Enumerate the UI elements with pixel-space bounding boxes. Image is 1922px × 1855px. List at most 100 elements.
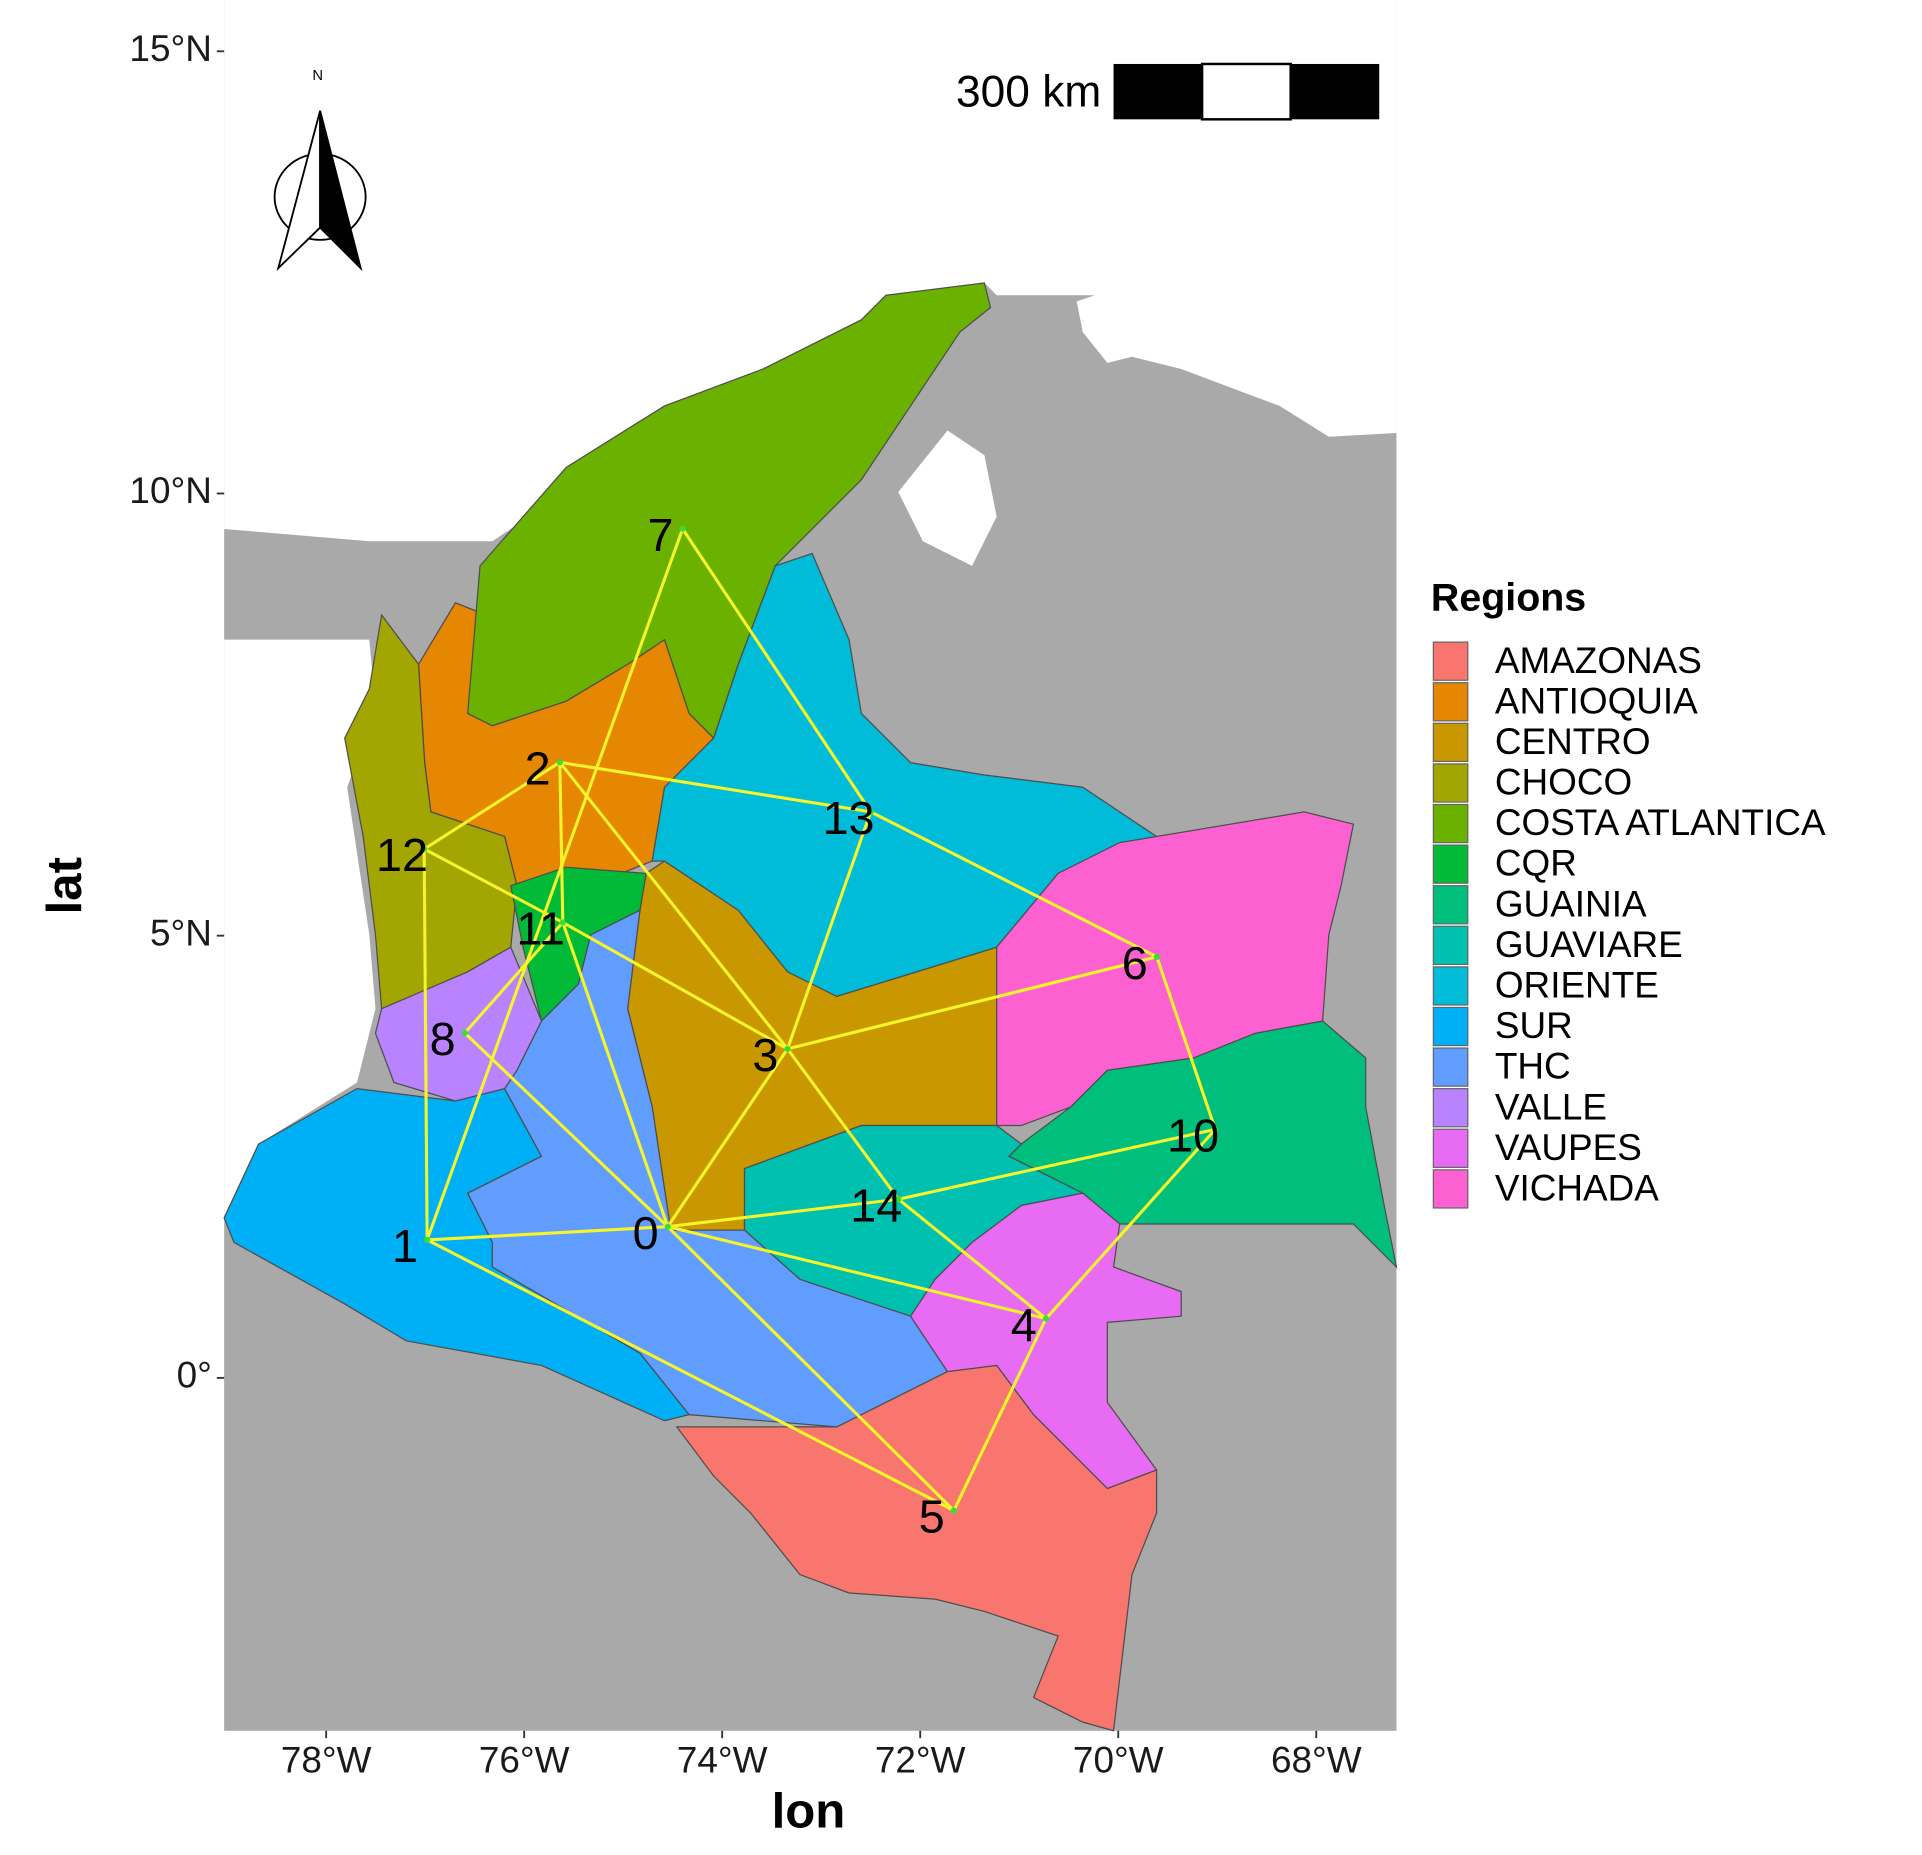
scale-label: 300 km <box>956 67 1101 116</box>
node <box>664 1223 671 1230</box>
edge <box>425 528 685 1241</box>
legend-label: ORIENTE <box>1495 965 1659 1006</box>
edge <box>897 1198 1047 1320</box>
edge <box>870 810 1158 959</box>
node <box>679 525 686 532</box>
edge <box>666 1048 789 1228</box>
y-axis-label: lat <box>37 857 92 914</box>
edge <box>426 1238 955 1512</box>
edge <box>786 811 873 1050</box>
legend-label: VICHADA <box>1495 1167 1659 1208</box>
legend-label: VAUPES <box>1495 1127 1642 1168</box>
x-tick-label: 78°W <box>281 1739 372 1780</box>
x-tick-label: 72°W <box>875 1739 966 1780</box>
legend-swatch <box>1432 682 1469 722</box>
node <box>1042 1315 1050 1322</box>
edge <box>562 921 789 1051</box>
legend-label: ANTIOQUIA <box>1495 680 1698 721</box>
edge <box>787 955 1158 1051</box>
node <box>895 1196 902 1203</box>
x-tick-label: 70°W <box>1073 1739 1164 1780</box>
north-arrow: N <box>273 68 367 272</box>
legend-label: GUAINIA <box>1495 883 1647 924</box>
edge <box>952 1317 1048 1512</box>
node <box>559 919 566 926</box>
y-tick-label: 10°N <box>129 470 211 511</box>
edge <box>666 1225 955 1512</box>
legend-label: CHOCO <box>1495 762 1632 803</box>
edge <box>427 1225 668 1242</box>
legend-swatch <box>1432 803 1469 844</box>
legend-label: GUAVIARE <box>1495 924 1683 965</box>
y-tick-label: 5°N <box>150 912 212 953</box>
region <box>651 552 1158 998</box>
node-label: 5 <box>919 1491 945 1543</box>
legend-swatch <box>1432 641 1469 681</box>
node-label: 8 <box>430 1013 456 1065</box>
node-label: 0 <box>633 1207 659 1259</box>
sea-pacific <box>224 639 376 1218</box>
sea <box>224 0 1397 1218</box>
edge <box>558 762 565 923</box>
legend-swatch <box>1432 722 1469 763</box>
edge <box>422 849 429 1240</box>
node <box>461 1029 468 1037</box>
legend-swatch <box>1432 1169 1469 1209</box>
sea-north <box>224 0 1397 542</box>
node <box>421 845 428 853</box>
node-label: 4 <box>1011 1299 1037 1351</box>
node <box>424 1236 431 1243</box>
node-label: 14 <box>850 1179 902 1231</box>
x-axis-label: lon <box>772 1783 846 1838</box>
edge <box>463 1031 669 1228</box>
edge <box>561 921 670 1228</box>
legend-swatch <box>1432 844 1469 884</box>
legend-swatch <box>1432 1128 1469 1168</box>
legend-swatch <box>1432 1047 1469 1087</box>
node-label: 2 <box>525 743 551 795</box>
node <box>1212 1126 1219 1133</box>
legend-label: SUR <box>1495 1005 1573 1046</box>
edge <box>667 1225 1047 1321</box>
legend-label: VALLE <box>1495 1086 1607 1127</box>
region <box>996 811 1355 1127</box>
node-label: 3 <box>752 1029 778 1081</box>
sea-gulf <box>898 430 997 566</box>
y-tick-label: 0° <box>177 1355 212 1396</box>
node <box>1153 953 1160 960</box>
edge <box>1044 1128 1217 1320</box>
legend-label: CQR <box>1495 843 1577 884</box>
y-tick-label: 15°N <box>129 28 211 69</box>
legend-swatch <box>1432 1006 1469 1047</box>
legend-swatch <box>1432 925 1469 966</box>
node-label: 7 <box>647 509 673 561</box>
region <box>467 282 992 740</box>
legend-swatch <box>1432 885 1469 925</box>
edge <box>681 528 872 813</box>
region <box>374 946 543 1102</box>
legend-title: Regions <box>1431 576 1586 620</box>
node <box>784 1045 791 1052</box>
edge <box>786 1047 900 1201</box>
scale-segment <box>1290 63 1380 120</box>
edge <box>559 760 871 814</box>
edge <box>423 761 561 851</box>
x-tick-label: 74°W <box>677 1739 768 1780</box>
x-tick-label: 68°W <box>1271 1739 1362 1780</box>
node <box>556 759 563 766</box>
node-label: 1 <box>392 1220 418 1272</box>
legend-label: CENTRO <box>1495 721 1651 762</box>
node-label: 10 <box>1167 1110 1219 1162</box>
legend-label: AMAZONAS <box>1495 640 1702 681</box>
edge <box>463 921 564 1034</box>
x-tick-label: 76°W <box>479 1739 570 1780</box>
scale-bar: 300 km <box>956 62 1380 121</box>
scale-segment <box>1113 63 1203 120</box>
north-label: N <box>312 68 323 84</box>
node <box>950 1507 957 1514</box>
edge <box>667 1197 899 1229</box>
region <box>909 1192 1182 1490</box>
edge <box>898 1127 1216 1201</box>
